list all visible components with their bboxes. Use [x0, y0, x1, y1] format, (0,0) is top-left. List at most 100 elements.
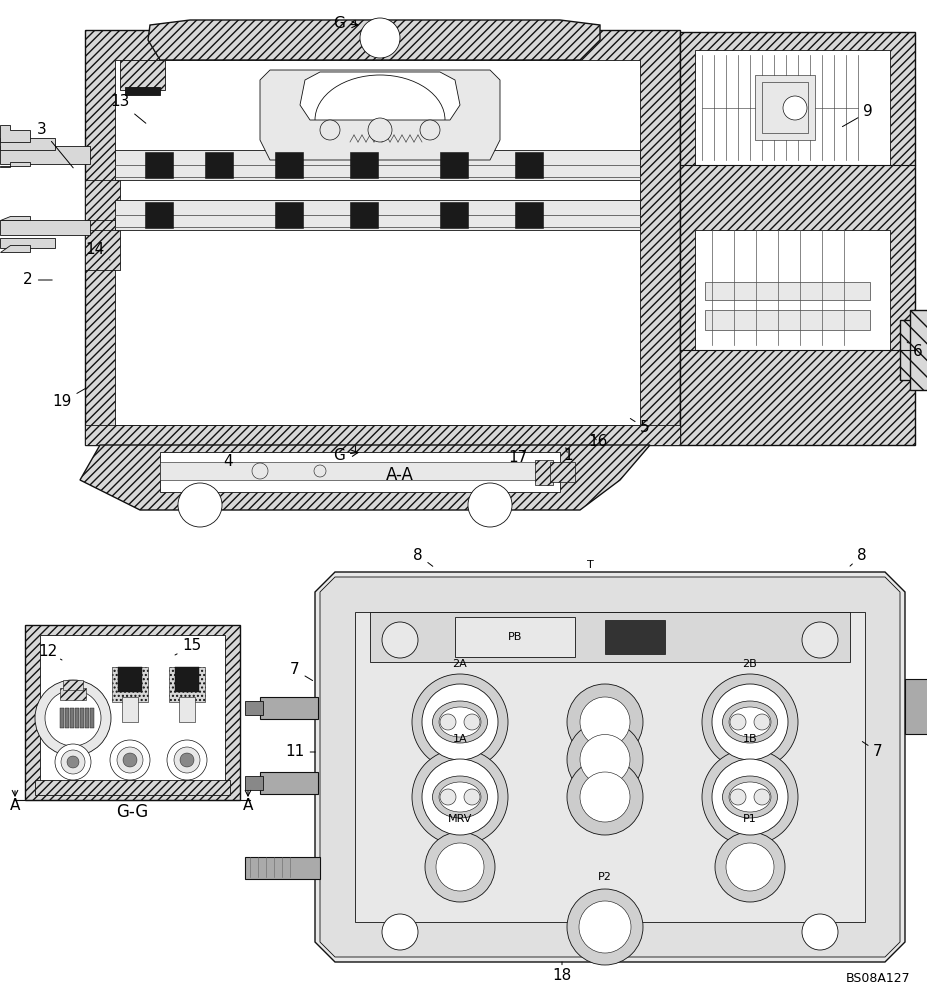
Circle shape: [35, 680, 111, 756]
Circle shape: [711, 759, 787, 835]
Circle shape: [368, 118, 391, 142]
Text: 12: 12: [38, 645, 62, 660]
Polygon shape: [314, 572, 904, 962]
Circle shape: [382, 914, 417, 950]
Ellipse shape: [729, 707, 770, 737]
Bar: [63, 680, 83, 690]
Circle shape: [425, 832, 494, 902]
Ellipse shape: [432, 776, 487, 818]
Text: BS08A127: BS08A127: [844, 972, 909, 984]
Bar: [90, 708, 94, 728]
Circle shape: [701, 749, 797, 845]
Circle shape: [725, 843, 773, 891]
Polygon shape: [115, 60, 640, 425]
Circle shape: [578, 901, 630, 953]
Bar: [175, 667, 198, 692]
Circle shape: [579, 734, 629, 784]
Text: G: G: [333, 16, 358, 31]
Circle shape: [782, 96, 806, 120]
Ellipse shape: [438, 782, 480, 812]
Text: 13: 13: [110, 95, 146, 123]
Text: T: T: [586, 560, 592, 570]
Bar: [245, 776, 262, 790]
Text: 3: 3: [37, 122, 73, 168]
Text: 14: 14: [85, 242, 110, 260]
Text: 2: 2: [23, 272, 52, 288]
Text: PB: PB: [507, 632, 522, 642]
Circle shape: [167, 740, 207, 780]
Polygon shape: [679, 32, 914, 445]
Bar: [439, 202, 467, 228]
Bar: [245, 857, 320, 879]
Polygon shape: [899, 320, 927, 380]
Bar: [40, 635, 224, 790]
Bar: [550, 462, 575, 482]
Ellipse shape: [432, 701, 487, 743]
Bar: [125, 87, 159, 95]
Circle shape: [464, 714, 479, 730]
Bar: [145, 152, 172, 178]
Circle shape: [439, 714, 455, 730]
Text: 9: 9: [842, 104, 872, 127]
Bar: [439, 152, 467, 178]
Bar: [159, 462, 559, 480]
Text: 1: 1: [563, 448, 572, 462]
Polygon shape: [0, 125, 30, 142]
Bar: [35, 780, 230, 795]
Bar: [145, 202, 172, 228]
Circle shape: [320, 120, 339, 140]
Bar: [694, 50, 889, 165]
Circle shape: [753, 789, 769, 805]
Polygon shape: [85, 180, 120, 220]
Circle shape: [123, 753, 137, 767]
Text: 4: 4: [223, 451, 233, 470]
Bar: [694, 230, 889, 350]
Bar: [70, 708, 74, 728]
Bar: [159, 452, 559, 492]
Bar: [179, 697, 195, 722]
Bar: [370, 612, 849, 662]
Text: P1: P1: [743, 814, 756, 824]
Text: G-G: G-G: [116, 803, 148, 821]
Bar: [260, 697, 318, 719]
Text: 17: 17: [508, 445, 527, 466]
Circle shape: [252, 463, 268, 479]
Polygon shape: [0, 216, 30, 220]
Bar: [245, 701, 262, 715]
Bar: [260, 772, 318, 794]
Text: 8: 8: [849, 548, 866, 566]
Bar: [115, 200, 640, 230]
Circle shape: [730, 789, 745, 805]
Text: 7: 7: [290, 662, 312, 681]
Circle shape: [412, 674, 507, 770]
Circle shape: [801, 622, 837, 658]
Bar: [80, 708, 84, 728]
Ellipse shape: [438, 707, 480, 737]
Bar: [121, 697, 138, 722]
Polygon shape: [320, 577, 899, 957]
Circle shape: [420, 120, 439, 140]
Bar: [604, 620, 665, 654]
Polygon shape: [909, 310, 927, 390]
Circle shape: [44, 690, 101, 746]
Circle shape: [801, 914, 837, 950]
Polygon shape: [85, 230, 120, 270]
Bar: [118, 667, 142, 692]
Ellipse shape: [722, 776, 777, 818]
Text: 5: 5: [629, 419, 649, 436]
Circle shape: [711, 684, 787, 760]
Polygon shape: [25, 625, 240, 800]
Text: 15: 15: [175, 639, 201, 655]
Circle shape: [174, 747, 200, 773]
Polygon shape: [260, 70, 500, 160]
Circle shape: [61, 750, 85, 774]
Circle shape: [566, 722, 642, 798]
Bar: [0, 146, 90, 164]
Bar: [514, 152, 542, 178]
Circle shape: [178, 483, 222, 527]
Bar: [349, 152, 377, 178]
Circle shape: [436, 843, 484, 891]
Text: 2B: 2B: [742, 659, 756, 669]
Circle shape: [55, 744, 91, 780]
Polygon shape: [80, 445, 649, 510]
